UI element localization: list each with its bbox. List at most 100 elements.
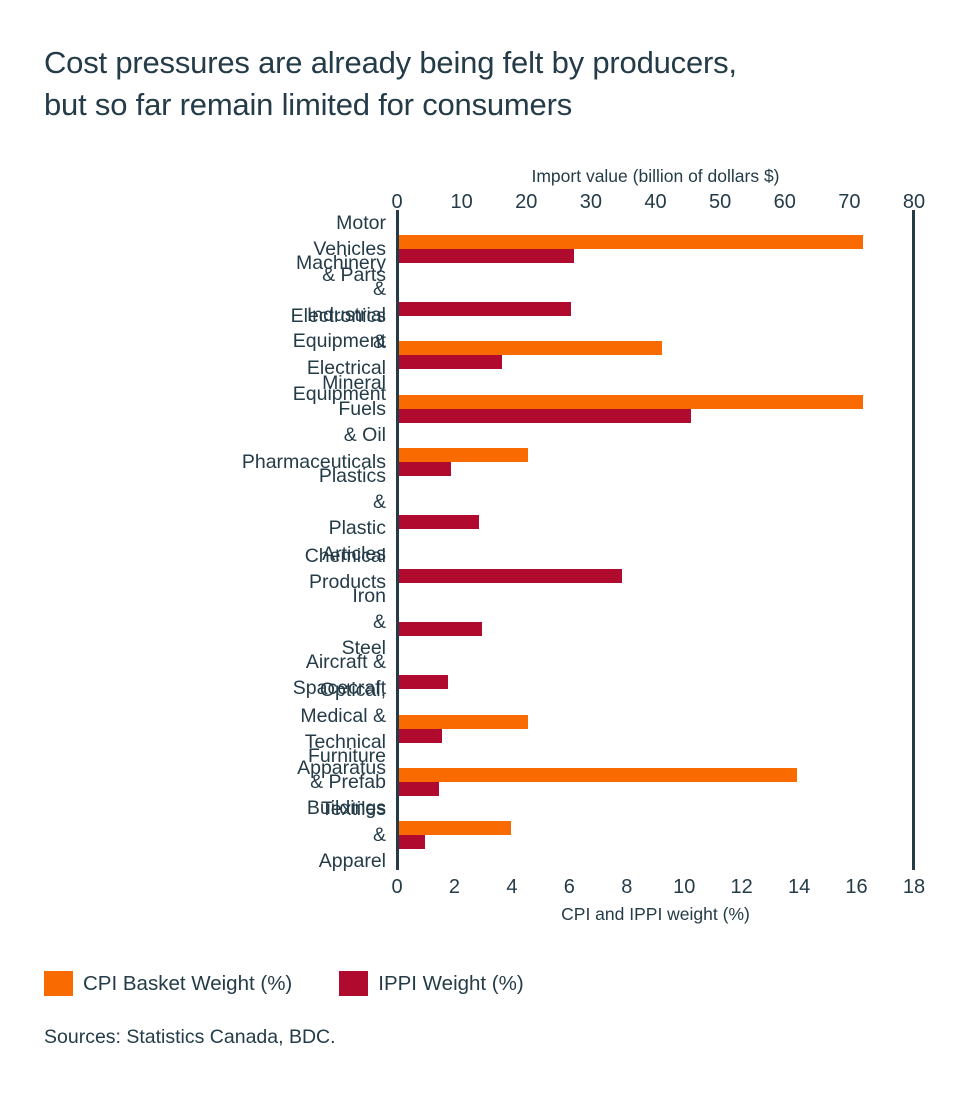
bar-rows: Motor Vehicles & Parts Machinery & Indust… [242, 212, 914, 872]
cpi-bar-slot [399, 714, 914, 729]
cpi-bar-slot [399, 394, 914, 409]
cpi-bar-slot [399, 234, 914, 249]
ippi-bar-slot [399, 781, 914, 796]
top-tick-label: 50 [709, 191, 732, 213]
category-row: Electronics & Electrical Equipment [291, 305, 914, 405]
ippi-bar-slot [399, 675, 914, 690]
right-axis-line [912, 210, 915, 870]
bottom-tick-label: 6 [563, 876, 575, 898]
top-tick-label: 80 [902, 191, 926, 213]
legend-item-cpi: CPI Basket Weight (%) [44, 971, 292, 996]
ippi-bar [399, 621, 482, 636]
top-tick-label: 30 [579, 191, 602, 213]
ippi-bar [399, 568, 623, 583]
category-row: Aircraft & Spacecraft [293, 649, 914, 702]
cpi-legend-swatch [44, 971, 73, 996]
category-label: Plastics & Plastic Articles [318, 465, 386, 566]
category-row: Textiles & Apparel [319, 798, 914, 872]
top-axis-title: Import value (billion of dollars $) [531, 166, 780, 186]
ippi-bar [399, 408, 691, 423]
ippi-legend-label: IPPI Weight (%) [378, 971, 524, 995]
ippi-bar-slot [399, 568, 914, 583]
cpi-bar-slot [399, 661, 914, 675]
category-label: Motor Vehicles & Parts [313, 211, 386, 286]
ippi-bar [399, 248, 574, 263]
top-tick-label: 70 [838, 191, 861, 213]
ippi-bar-slot [399, 461, 914, 476]
category-label: Furniture & Prefab Buildings [306, 744, 387, 819]
legend-item-ippi: IPPI Weight (%) [339, 971, 524, 996]
category-label: Chemical Products [304, 544, 386, 593]
bottom-tick-label: 14 [787, 876, 811, 898]
ippi-legend-swatch [339, 971, 369, 996]
bottom-tick-label: 16 [845, 876, 868, 898]
ippi-bar-slot [399, 355, 914, 370]
ippi-bar [399, 835, 425, 850]
category-row: Pharmaceuticals [242, 435, 914, 488]
category-row: Iron & Steel [342, 585, 914, 659]
category-row: Machinery & Industrial Equipment [293, 252, 914, 352]
ippi-bar [399, 781, 440, 796]
ippi-bar-slot [399, 515, 914, 530]
ippi-bar [399, 728, 442, 743]
cpi-legend-label: CPI Basket Weight (%) [83, 971, 293, 995]
ippi-bar-slot [399, 248, 914, 263]
cpi-bar [399, 234, 863, 249]
cpi-bar [399, 394, 863, 409]
chart-title-line1: Cost pressures are already being felt by… [44, 45, 737, 80]
cpi-bar [399, 714, 528, 729]
ippi-bar [399, 515, 480, 530]
bottom-tick-label: 8 [621, 876, 633, 898]
ippi-bar-slot [399, 408, 914, 423]
left-axis-line [396, 210, 399, 870]
plot-area: Import value (billion of dollars $) CPI … [242, 166, 925, 924]
bottom-tick-label: 10 [673, 876, 696, 898]
category-row: Mineral Fuels & Oil [322, 372, 914, 446]
chart-title-line2: but so far remain limited for consumers [44, 87, 573, 122]
category-label: Machinery & Industrial Equipment [292, 251, 387, 352]
cpi-bar-slot [399, 288, 914, 302]
category-row: Plastics & Plastic Articles [319, 465, 914, 565]
ippi-bar-slot [399, 835, 914, 850]
category-label: Electronics & Electrical Equipment [290, 305, 386, 406]
bottom-tick-label: 4 [506, 876, 518, 898]
chart-title: Cost pressures are already being felt by… [44, 42, 737, 126]
ippi-bar [399, 675, 448, 690]
sources-note: Sources: Statistics Canada, BDC. [44, 1026, 336, 1048]
cpi-bar-slot [399, 767, 914, 782]
cpi-bar-slot [399, 821, 914, 836]
ippi-bar-slot [399, 728, 914, 743]
top-tick-label: 0 [391, 191, 403, 213]
category-row: Chemical Products [305, 542, 914, 595]
category-row: Furniture & Prefab Buildings [307, 745, 914, 819]
top-tick-label: 20 [515, 191, 538, 213]
cpi-bar-slot [399, 341, 914, 356]
cpi-bar-slot [399, 608, 914, 622]
category-label: Pharmaceuticals [241, 450, 386, 473]
cpi-bar [399, 341, 663, 356]
cpi-bar-slot [399, 555, 914, 569]
legend: CPI Basket Weight (%) IPPI Weight (%) [44, 971, 524, 996]
ippi-bar [399, 355, 502, 370]
bottom-tick-label: 18 [902, 876, 926, 898]
cpi-bar [399, 821, 511, 836]
ippi-bar-slot [399, 621, 914, 636]
cpi-bar-slot [399, 447, 914, 462]
bottom-axis-title: CPI and IPPI weight (%) [561, 904, 750, 924]
category-label: Mineral Fuels & Oil [322, 371, 386, 446]
cpi-bar-slot [399, 501, 914, 515]
cpi-bar [399, 447, 528, 462]
category-row: Motor Vehicles & Parts [313, 212, 914, 286]
category-row: Optical, Medical & Technical Apparatus [297, 679, 914, 779]
bottom-tick-label: 2 [448, 876, 460, 898]
category-label: Aircraft & Spacecraft [292, 651, 386, 700]
category-label: Iron & Steel [341, 584, 387, 659]
category-label: Textiles & Apparel [318, 798, 386, 873]
cpi-bar [399, 767, 797, 782]
top-tick-label: 10 [450, 191, 473, 213]
ippi-bar [399, 301, 571, 316]
bottom-tick-label: 0 [391, 876, 403, 898]
category-label: Optical, Medical & Technical Apparatus [297, 678, 387, 779]
ippi-bar-slot [399, 301, 914, 316]
ippi-bar [399, 461, 451, 476]
